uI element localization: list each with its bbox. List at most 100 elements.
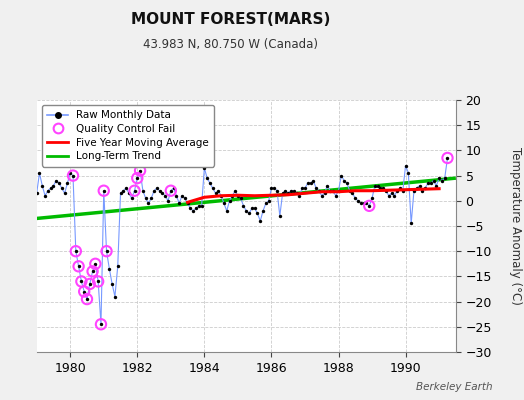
Point bbox=[211, 190, 220, 196]
Point bbox=[432, 182, 441, 189]
Point bbox=[198, 203, 206, 209]
Point bbox=[178, 192, 186, 199]
Point bbox=[245, 210, 253, 217]
Point bbox=[410, 188, 418, 194]
Point bbox=[192, 205, 200, 212]
Point bbox=[332, 192, 340, 199]
Point bbox=[228, 192, 236, 199]
Point bbox=[136, 167, 144, 174]
Point bbox=[323, 182, 332, 189]
Point bbox=[287, 188, 295, 194]
Point bbox=[89, 268, 97, 274]
Point bbox=[164, 198, 172, 204]
Point bbox=[69, 172, 77, 179]
Point bbox=[231, 188, 239, 194]
Point bbox=[429, 178, 438, 184]
Point bbox=[421, 185, 429, 192]
Point bbox=[77, 278, 85, 285]
Point bbox=[189, 208, 198, 214]
Point bbox=[100, 188, 108, 194]
Point bbox=[278, 190, 287, 196]
Point bbox=[35, 170, 43, 176]
Point bbox=[72, 248, 80, 254]
Point bbox=[158, 190, 167, 196]
Point bbox=[284, 190, 292, 196]
Point bbox=[318, 192, 326, 199]
Point bbox=[94, 278, 102, 285]
Point bbox=[91, 261, 100, 267]
Point bbox=[125, 190, 133, 196]
Point bbox=[376, 185, 385, 192]
Point bbox=[58, 185, 66, 192]
Point bbox=[133, 175, 141, 181]
Point bbox=[253, 210, 261, 217]
Point bbox=[351, 195, 359, 202]
Point bbox=[206, 180, 214, 186]
Point bbox=[265, 198, 273, 204]
Point bbox=[102, 248, 111, 254]
Point bbox=[443, 155, 452, 161]
Point bbox=[365, 203, 374, 209]
Point bbox=[167, 188, 175, 194]
Point bbox=[404, 170, 412, 176]
Point bbox=[301, 185, 309, 192]
Point bbox=[152, 185, 161, 192]
Point bbox=[362, 200, 370, 206]
Point bbox=[47, 185, 55, 192]
Point bbox=[281, 188, 290, 194]
Point bbox=[85, 281, 94, 287]
Point bbox=[94, 278, 102, 285]
Point bbox=[150, 188, 158, 194]
Point bbox=[72, 248, 80, 254]
Text: Berkeley Earth: Berkeley Earth bbox=[416, 382, 493, 392]
Point bbox=[209, 185, 217, 192]
Point bbox=[144, 200, 152, 206]
Point bbox=[100, 188, 108, 194]
Point bbox=[114, 263, 122, 270]
Text: 43.983 N, 80.750 W (Canada): 43.983 N, 80.750 W (Canada) bbox=[143, 38, 318, 51]
Point bbox=[348, 190, 357, 196]
Point bbox=[390, 192, 399, 199]
Point bbox=[309, 178, 318, 184]
Point bbox=[340, 178, 348, 184]
Point bbox=[312, 185, 320, 192]
Point bbox=[41, 192, 49, 199]
Point bbox=[427, 180, 435, 186]
Point bbox=[80, 288, 89, 295]
Point bbox=[38, 182, 47, 189]
Point bbox=[393, 188, 401, 194]
Point bbox=[337, 172, 345, 179]
Point bbox=[139, 188, 147, 194]
Point bbox=[320, 190, 329, 196]
Point bbox=[130, 188, 139, 194]
Point bbox=[354, 198, 362, 204]
Point bbox=[273, 188, 281, 194]
Point bbox=[32, 190, 41, 196]
Point bbox=[270, 185, 278, 192]
Point bbox=[74, 263, 83, 270]
Point bbox=[236, 195, 245, 202]
Point bbox=[167, 188, 175, 194]
Point bbox=[141, 195, 150, 202]
Point bbox=[214, 188, 223, 194]
Point bbox=[66, 170, 74, 176]
Point bbox=[200, 165, 209, 171]
Point bbox=[111, 293, 119, 300]
Point bbox=[441, 175, 449, 181]
Point bbox=[326, 188, 334, 194]
Point bbox=[133, 175, 141, 181]
Point bbox=[345, 188, 354, 194]
Point bbox=[374, 182, 382, 189]
Point bbox=[97, 321, 105, 328]
Point bbox=[399, 188, 407, 194]
Point bbox=[295, 192, 303, 199]
Point bbox=[292, 190, 301, 196]
Point bbox=[443, 155, 452, 161]
Point bbox=[161, 192, 169, 199]
Point bbox=[169, 185, 178, 192]
Point bbox=[97, 321, 105, 328]
Point bbox=[136, 167, 144, 174]
Point bbox=[261, 200, 270, 206]
Point bbox=[334, 188, 343, 194]
Point bbox=[217, 192, 225, 199]
